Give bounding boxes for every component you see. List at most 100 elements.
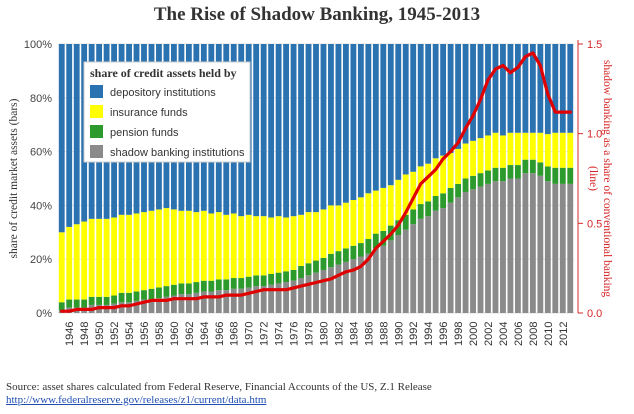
bar-shadow-banking-institutions-1955 bbox=[133, 300, 140, 313]
x-tick-label: 2008 bbox=[528, 322, 540, 346]
bar-shadow-banking-institutions-1965 bbox=[208, 291, 215, 313]
legend-swatch-depository-institutions bbox=[90, 85, 103, 98]
bar-depository-institutions-2005 bbox=[507, 44, 514, 133]
bar-depository-institutions-1982 bbox=[335, 44, 342, 206]
bar-insurance-funds-1983 bbox=[342, 202, 349, 249]
bar-pension-funds-1964 bbox=[200, 280, 207, 292]
bar-shadow-banking-institutions-1968 bbox=[230, 288, 237, 313]
bar-depository-institutions-1946 bbox=[66, 44, 73, 227]
bar-pension-funds-1960 bbox=[170, 284, 177, 296]
bar-insurance-funds-1992 bbox=[410, 171, 417, 210]
bar-insurance-funds-1962 bbox=[185, 210, 192, 284]
bar-insurance-funds-1952 bbox=[111, 217, 118, 296]
bar-pension-funds-1983 bbox=[342, 248, 349, 262]
bar-pension-funds-2000 bbox=[470, 175, 476, 190]
bar-pension-funds-1945 bbox=[58, 302, 65, 311]
bar-shadow-banking-institutions-1956 bbox=[141, 299, 147, 313]
bar-shadow-banking-institutions-2003 bbox=[492, 181, 499, 313]
y-tick-label: 100% bbox=[24, 39, 52, 51]
bar-insurance-funds-2013 bbox=[567, 132, 574, 168]
bar-insurance-funds-1960 bbox=[170, 209, 177, 285]
bar-shadow-banking-institutions-1980 bbox=[320, 269, 327, 313]
bar-depository-institutions-1998 bbox=[455, 44, 462, 149]
bar-depository-institutions-1945 bbox=[58, 44, 65, 233]
source-link[interactable]: http://www.federalreserve.gov/releases/z… bbox=[6, 394, 267, 406]
bar-shadow-banking-institutions-1970 bbox=[245, 287, 252, 313]
bar-shadow-banking-institutions-2011 bbox=[552, 183, 559, 313]
bar-pension-funds-2009 bbox=[537, 162, 544, 176]
bar-insurance-funds-1978 bbox=[305, 212, 312, 264]
bar-shadow-banking-institutions-1987 bbox=[372, 248, 379, 313]
bar-pension-funds-1997 bbox=[447, 187, 454, 203]
bar-insurance-funds-1989 bbox=[387, 185, 394, 226]
bar-depository-institutions-1995 bbox=[432, 44, 439, 159]
bar-depository-institutions-1987 bbox=[372, 44, 379, 191]
x-tick-label: 1970 bbox=[244, 322, 256, 346]
bar-insurance-funds-1961 bbox=[178, 210, 185, 284]
bar-insurance-funds-2006 bbox=[514, 132, 521, 166]
source-line: Source: asset shares calculated from Fed… bbox=[6, 381, 432, 393]
bar-insurance-funds-1964 bbox=[200, 210, 207, 281]
bar-shadow-banking-institutions-1975 bbox=[283, 282, 290, 313]
bar-pension-funds-2007 bbox=[522, 159, 529, 174]
bar-pension-funds-1975 bbox=[283, 271, 290, 283]
bar-depository-institutions-2004 bbox=[500, 44, 506, 136]
bar-pension-funds-1987 bbox=[372, 233, 379, 249]
bar-insurance-funds-1998 bbox=[455, 148, 462, 184]
chart: 0% 20% 40% 60% 80% 100% 0.0 0.5 1.0 1.5 share of c… bbox=[8, 39, 613, 346]
bar-pension-funds-1980 bbox=[320, 257, 327, 270]
bar-insurance-funds-1984 bbox=[350, 200, 357, 246]
bar-insurance-funds-2005 bbox=[507, 132, 514, 166]
bar-insurance-funds-2004 bbox=[500, 135, 506, 168]
bar-insurance-funds-1951 bbox=[103, 218, 110, 297]
y2-tick-label: 0.0 bbox=[587, 308, 602, 320]
bar-shadow-banking-institutions-1957 bbox=[148, 299, 155, 313]
x-tick-label: 1986 bbox=[363, 322, 375, 346]
bar-depository-institutions-1972 bbox=[260, 44, 267, 217]
bar-pension-funds-1994 bbox=[425, 201, 432, 217]
bar-insurance-funds-1966 bbox=[215, 212, 222, 280]
bar-shadow-banking-institutions-2007 bbox=[522, 173, 529, 313]
bar-pension-funds-1984 bbox=[350, 245, 357, 260]
bar-insurance-funds-1948 bbox=[81, 221, 88, 300]
bar-pension-funds-1962 bbox=[185, 283, 192, 295]
y2-tick-label: 0.5 bbox=[587, 218, 602, 230]
bar-pension-funds-1969 bbox=[238, 278, 245, 289]
bar-depository-institutions-1973 bbox=[268, 44, 275, 218]
bar-shadow-banking-institutions-2002 bbox=[485, 183, 491, 313]
bar-pension-funds-1968 bbox=[230, 278, 237, 289]
bar-shadow-banking-institutions-1960 bbox=[170, 295, 177, 313]
bar-insurance-funds-1953 bbox=[118, 214, 125, 293]
bar-shadow-banking-institutions-1954 bbox=[126, 302, 132, 313]
legend-title: share of credit assets held by bbox=[90, 66, 237, 80]
bar-pension-funds-1985 bbox=[357, 243, 364, 257]
bar-pension-funds-2005 bbox=[507, 165, 514, 179]
bar-insurance-funds-1976 bbox=[290, 216, 297, 270]
bar-depository-institutions-1975 bbox=[283, 44, 290, 218]
bar-pension-funds-1976 bbox=[290, 269, 297, 281]
bar-depository-institutions-1979 bbox=[313, 44, 319, 213]
bar-insurance-funds-1954 bbox=[126, 214, 132, 293]
x-tick-label: 1962 bbox=[184, 322, 196, 346]
x-tick-label: 1982 bbox=[333, 322, 345, 346]
bar-insurance-funds-1957 bbox=[148, 210, 155, 289]
bar-shadow-banking-institutions-1967 bbox=[223, 290, 230, 313]
source-note: Source: asset shares calculated from Fed… bbox=[6, 381, 432, 407]
x-tick-label: 1974 bbox=[274, 322, 286, 346]
bar-insurance-funds-1987 bbox=[372, 190, 379, 234]
bar-pension-funds-1971 bbox=[253, 275, 260, 287]
bar-shadow-banking-institutions-1979 bbox=[313, 272, 319, 313]
bar-pension-funds-1972 bbox=[260, 275, 267, 287]
bar-depository-institutions-1994 bbox=[425, 44, 432, 164]
bar-pension-funds-1981 bbox=[328, 253, 334, 268]
bar-insurance-funds-1986 bbox=[365, 193, 372, 240]
bar-insurance-funds-1968 bbox=[230, 213, 237, 279]
bar-pension-funds-1991 bbox=[402, 214, 409, 230]
bar-insurance-funds-1967 bbox=[223, 214, 230, 280]
bar-insurance-funds-1994 bbox=[425, 163, 432, 202]
bar-depository-institutions-1976 bbox=[290, 44, 297, 217]
bar-insurance-funds-1979 bbox=[313, 212, 319, 261]
bar-depository-institutions-1985 bbox=[357, 44, 364, 198]
bar-shadow-banking-institutions-1961 bbox=[178, 294, 185, 313]
bar-shadow-banking-institutions-1986 bbox=[365, 253, 372, 313]
